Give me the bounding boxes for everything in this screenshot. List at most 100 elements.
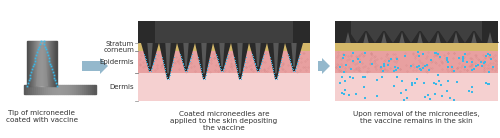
Point: [341, 89, 349, 91]
Polygon shape: [92, 85, 94, 94]
Point: [387, 58, 395, 60]
Point: [412, 66, 420, 68]
Point: [484, 83, 492, 85]
Polygon shape: [45, 41, 46, 86]
Point: [336, 66, 344, 69]
Point: [393, 76, 401, 78]
Point: [446, 97, 454, 99]
Polygon shape: [393, 31, 411, 43]
Polygon shape: [94, 85, 96, 94]
Polygon shape: [72, 85, 74, 94]
Point: [419, 67, 427, 69]
Point: [338, 92, 346, 94]
Point: [450, 99, 458, 101]
FancyArrow shape: [318, 58, 330, 74]
Point: [350, 77, 358, 79]
Point: [402, 89, 410, 91]
Point: [434, 53, 442, 56]
Polygon shape: [37, 41, 38, 86]
Point: [485, 82, 493, 85]
Polygon shape: [148, 43, 152, 67]
Point: [436, 56, 444, 58]
Polygon shape: [274, 43, 278, 74]
Polygon shape: [292, 43, 296, 67]
Point: [481, 61, 489, 63]
Polygon shape: [267, 43, 285, 79]
Point: [472, 65, 480, 67]
Point: [482, 55, 490, 57]
Point: [432, 83, 440, 85]
Point: [430, 93, 438, 95]
Polygon shape: [166, 43, 170, 74]
Polygon shape: [84, 85, 86, 94]
Point: [459, 60, 467, 63]
Polygon shape: [31, 41, 32, 86]
Bar: [352, 21, 482, 43]
Polygon shape: [38, 85, 40, 94]
Polygon shape: [46, 85, 48, 94]
Point: [408, 82, 416, 84]
Polygon shape: [90, 85, 92, 94]
Polygon shape: [29, 41, 30, 86]
Point: [380, 65, 388, 67]
Point: [444, 90, 452, 92]
Polygon shape: [38, 41, 39, 86]
Point: [461, 53, 469, 55]
Point: [470, 68, 478, 70]
Polygon shape: [46, 41, 47, 86]
Polygon shape: [41, 41, 42, 86]
Point: [379, 70, 387, 72]
Polygon shape: [231, 43, 249, 79]
Polygon shape: [36, 85, 38, 94]
Point: [360, 52, 368, 54]
Polygon shape: [64, 85, 66, 94]
Polygon shape: [42, 41, 43, 86]
Polygon shape: [34, 85, 36, 94]
Polygon shape: [357, 31, 375, 43]
Point: [468, 90, 476, 93]
Point: [480, 62, 488, 65]
Point: [448, 66, 456, 68]
Point: [416, 65, 424, 67]
Point: [398, 80, 406, 82]
Point: [444, 61, 452, 63]
FancyArrow shape: [82, 58, 108, 74]
Polygon shape: [58, 85, 60, 94]
Polygon shape: [141, 43, 159, 71]
Point: [342, 64, 350, 66]
Polygon shape: [24, 85, 26, 94]
Point: [340, 93, 348, 95]
Point: [400, 99, 408, 101]
Polygon shape: [177, 43, 195, 71]
Point: [414, 51, 422, 53]
Polygon shape: [36, 45, 48, 86]
Point: [468, 86, 476, 88]
Point: [444, 57, 452, 59]
Polygon shape: [382, 32, 386, 43]
Polygon shape: [27, 41, 28, 86]
Polygon shape: [70, 85, 72, 94]
Polygon shape: [220, 43, 224, 67]
Polygon shape: [418, 32, 422, 43]
Point: [354, 58, 362, 60]
Polygon shape: [53, 41, 54, 86]
Text: Stratum
corneum: Stratum corneum: [103, 40, 134, 54]
Polygon shape: [32, 85, 34, 94]
Text: Dermis: Dermis: [110, 84, 134, 90]
Polygon shape: [346, 32, 350, 43]
Polygon shape: [411, 31, 429, 43]
Point: [460, 57, 468, 60]
Point: [486, 54, 494, 56]
Point: [346, 76, 354, 78]
Point: [465, 90, 473, 92]
Polygon shape: [66, 85, 68, 94]
Point: [374, 79, 382, 81]
Point: [444, 66, 452, 68]
Point: [373, 95, 381, 97]
Point: [396, 92, 404, 94]
Point: [341, 80, 349, 83]
Polygon shape: [400, 32, 404, 43]
Polygon shape: [202, 43, 206, 74]
Bar: [138, 51, 310, 73]
Polygon shape: [465, 31, 483, 43]
